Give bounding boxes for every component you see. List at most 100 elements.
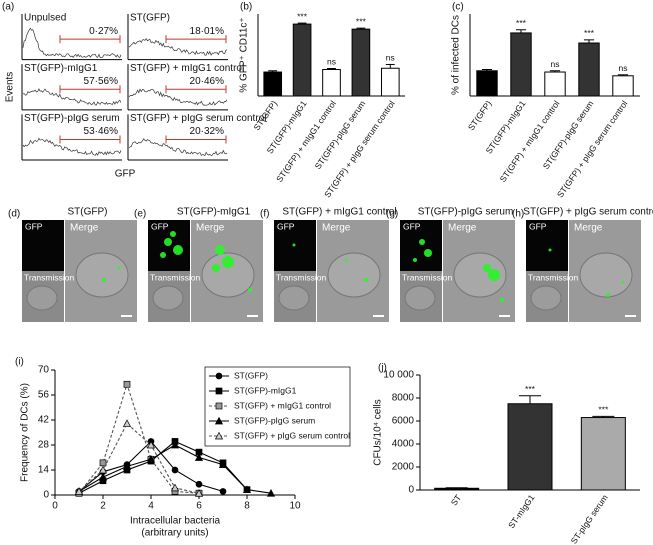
transmission-label: Transmission: [24, 272, 74, 282]
panel-label: (c): [452, 2, 464, 13]
point: [98, 465, 108, 474]
x-tick-label: ST: [449, 493, 463, 508]
y-tick-label: 4000: [392, 439, 415, 450]
cell-outline: [201, 252, 255, 298]
y-tick-label: 2000: [392, 462, 415, 473]
panel-label: (e): [134, 209, 146, 220]
legend-marker: [214, 431, 224, 440]
significance: ns: [551, 59, 560, 69]
gate-value: 20·32%: [190, 126, 225, 137]
panel-label: (d): [8, 209, 20, 220]
cell-outline: [75, 252, 129, 298]
point: [146, 440, 156, 449]
y-tick-label: 0: [43, 490, 49, 501]
histogram-name: ST(GFP) + pIgG serum control: [130, 113, 266, 124]
histogram-trace: [22, 27, 122, 59]
gfp-signal: [413, 258, 417, 262]
transmission-label: Transmission: [528, 272, 578, 282]
significance: ns: [386, 53, 395, 63]
transmission-label: Transmission: [150, 272, 200, 282]
panel-label: (f): [260, 209, 269, 220]
histogram-trace: [128, 37, 228, 56]
gate-value: 20·46%: [190, 76, 225, 87]
bar: [476, 70, 498, 97]
point: [98, 472, 108, 481]
significance: ***: [525, 384, 536, 394]
histogram-trace: [22, 88, 122, 106]
legend-label: ST(GFP) + mIgG1 control: [234, 400, 331, 410]
x-tick-label: 0: [52, 501, 58, 512]
point: [122, 419, 132, 427]
legend-box: [204, 366, 351, 447]
y-tick-label: 42: [38, 415, 50, 426]
merge-label: Merge: [196, 223, 225, 234]
y-tick-label: 0: [408, 485, 414, 496]
point: [171, 466, 179, 474]
x-axis-label: (arbitrary units): [141, 528, 208, 539]
cell-outline: [530, 285, 562, 311]
y-tick-label: 8000: [392, 393, 415, 404]
panel-title: ST(GFP)-pIgG serum: [418, 207, 514, 218]
gfp-signal: [164, 238, 172, 246]
bar: [578, 42, 600, 97]
point: [123, 380, 131, 388]
y-tick-label: 10 000: [383, 370, 414, 381]
merge-signal: [621, 280, 625, 284]
series-line: [78, 422, 200, 494]
point: [170, 440, 180, 449]
gfp-label: GFP: [151, 221, 169, 231]
point: [219, 488, 227, 495]
y-tick-label: 70: [38, 365, 50, 376]
gfp-signal: [160, 252, 166, 258]
cell-outline: [579, 252, 633, 298]
point: [195, 480, 203, 488]
cell-outline: [453, 252, 507, 298]
gfp-signal: [548, 248, 552, 252]
merge-signal: [215, 245, 225, 255]
histogram-name: ST(GFP)-pIgG serum: [24, 113, 120, 124]
significance: ns: [619, 63, 628, 73]
gate-value: 53·46%: [84, 126, 119, 137]
x-axis-label: GFP: [115, 169, 136, 180]
x-tick-label: ST-mIgG1: [506, 492, 537, 530]
x-tick-label: 2: [100, 501, 106, 512]
x-tick-label: 10: [289, 501, 301, 512]
point: [218, 460, 228, 468]
y-tick-label: 6000: [392, 416, 415, 427]
x-axis-label: Intracellular bacteria: [130, 516, 220, 527]
legend-label: ST(GFP)-mIgG1: [234, 385, 297, 395]
point: [122, 462, 132, 470]
bar: [510, 32, 532, 97]
merge-label: Merge: [448, 223, 477, 234]
y-axis-label: % of infected DCs: [451, 15, 462, 95]
gfp-label: GFP: [277, 221, 295, 231]
gfp-label: GFP: [25, 221, 43, 231]
transmission-label: Transmission: [402, 272, 452, 282]
merge-label: Merge: [574, 223, 603, 234]
y-tick-label: 14: [38, 465, 50, 476]
merge-signal: [606, 293, 610, 297]
gfp-signal: [170, 231, 176, 237]
histogram-name: ST(GFP): [130, 13, 170, 24]
bar: [580, 417, 626, 491]
gfp-image: [526, 220, 568, 271]
merge-signal: [488, 269, 500, 281]
series-line: [78, 440, 248, 494]
significance: ***: [584, 28, 595, 38]
significance: ***: [356, 16, 367, 26]
gate-value: 57·56%: [84, 76, 119, 87]
x-tick-label: ST(GFP)-pIgG serum: [313, 99, 368, 171]
x-tick-label: 6: [196, 501, 202, 512]
significance: ***: [598, 405, 609, 415]
merge-label: Merge: [70, 223, 99, 234]
bar: [507, 403, 553, 491]
panel-title: ST(GFP)-mIgG1: [177, 207, 251, 218]
panel-label: (j): [378, 363, 387, 374]
y-axis-label: % GFP⁺ CD11c⁺: [239, 17, 250, 92]
y-axis-label: Events: [5, 72, 16, 103]
gfp-label: GFP: [403, 221, 421, 231]
x-tick-label: ST(GFP) + mIgG1 control: [498, 99, 562, 184]
gate-value: 0·27%: [89, 26, 118, 37]
